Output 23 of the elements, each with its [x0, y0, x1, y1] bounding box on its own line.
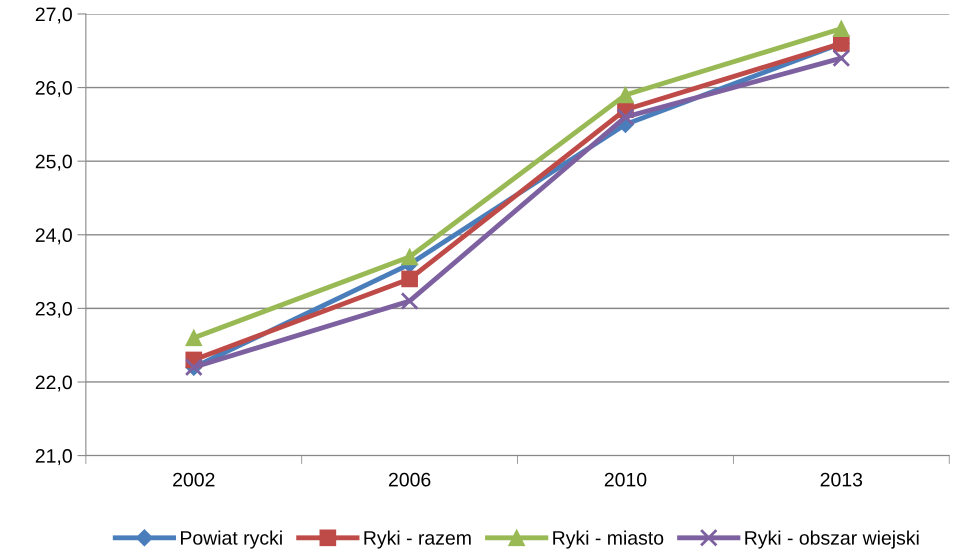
point	[401, 270, 418, 288]
point	[832, 49, 850, 68]
y-tick-label: 26,0	[36, 81, 72, 98]
y-tick-label: 24,0	[36, 228, 72, 244]
y-tick-label: 23,0	[36, 302, 72, 318]
y-tick-label: 27,0	[36, 7, 72, 24]
point	[185, 329, 202, 346]
x-tick-label: 2002	[173, 472, 214, 487]
legend-label: Powiat rycki	[180, 530, 282, 549]
y-tick-label: 25,0	[36, 154, 72, 171]
point	[832, 20, 850, 38]
legend-label: Ryki - razem	[364, 530, 471, 549]
point	[617, 86, 634, 104]
point	[400, 292, 419, 310]
y-tick-label: 22,0	[36, 375, 72, 392]
x-tick-label: 2010	[604, 472, 646, 487]
x-tick-label: 2013	[820, 472, 862, 487]
point	[616, 108, 634, 126]
point	[401, 248, 418, 266]
x-tick-label: 2006	[388, 472, 430, 487]
y-tick-label: 21,0	[36, 449, 72, 466]
legend-label: Ryki - obszar wiejski	[745, 530, 919, 549]
legend-label: Ryki - miasto	[553, 530, 664, 549]
